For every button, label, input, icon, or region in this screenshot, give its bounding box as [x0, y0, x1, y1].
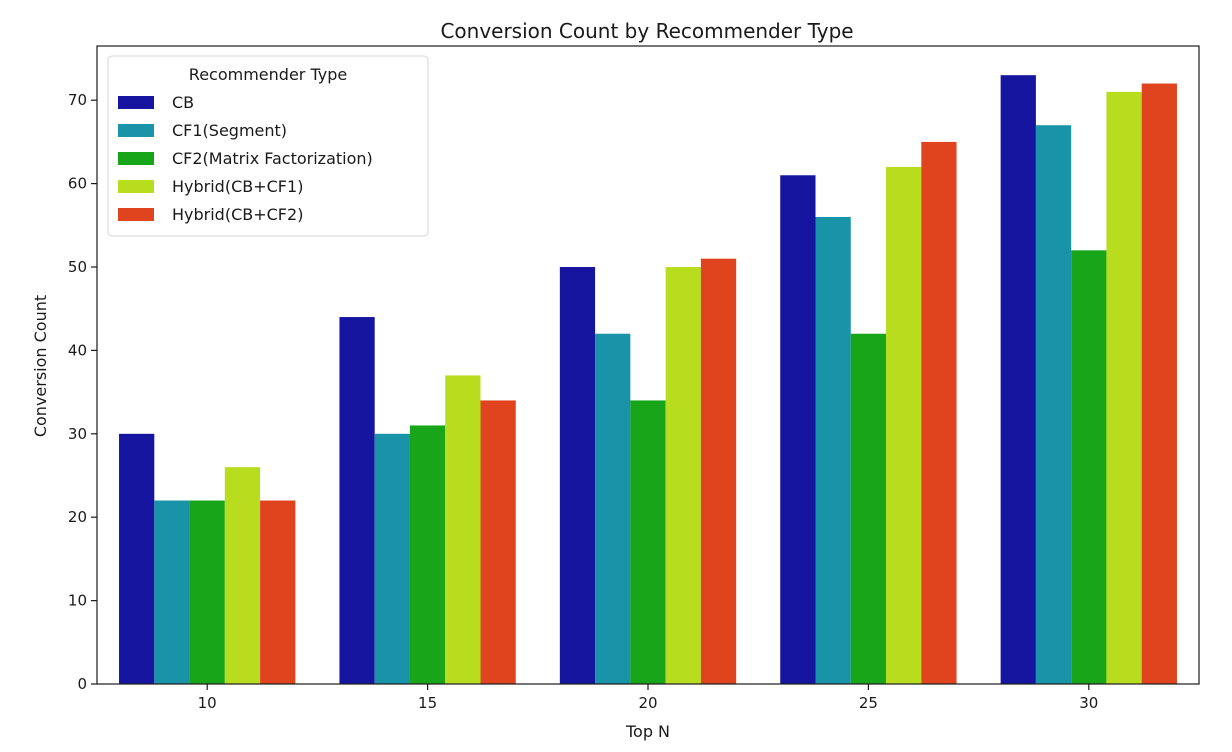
- y-tick-label: 50: [68, 258, 87, 276]
- x-axis: 10 15 20 25 30: [198, 684, 1098, 712]
- bar-cf1-segment--30: [1035, 125, 1072, 685]
- y-tick-label: 30: [68, 425, 87, 443]
- bar-cf2-matrix-factorization--30: [1071, 250, 1107, 684]
- y-tick-label: 0: [77, 675, 87, 693]
- bar-cb-10: [119, 433, 155, 684]
- bar-cf2-matrix-factorization--20: [630, 400, 666, 684]
- legend-entries: CB CF1(Segment) CF2(Matrix Factorization) H…: [118, 93, 373, 224]
- bar-hybrid-cb-cf2--15: [480, 400, 516, 684]
- bar-hybrid-cb-cf1--20: [665, 267, 701, 684]
- bar-hybrid-cb-cf1--10: [224, 467, 261, 684]
- y-tick-label: 20: [68, 508, 87, 526]
- legend-box: [107, 55, 429, 237]
- bar-cb-30: [1000, 75, 1036, 684]
- bar-hybrid-cb-cf1--30: [1106, 91, 1142, 685]
- y-tick-label: 10: [68, 592, 87, 610]
- bars-layer: [119, 75, 1177, 685]
- bar-cf1-segment--20: [595, 333, 631, 684]
- y-tick-label: 60: [68, 175, 87, 193]
- bar-hybrid-cb-cf1--15: [445, 375, 481, 684]
- bar-cf2-matrix-factorization--10: [189, 500, 225, 684]
- legend-label: CF2(Matrix Factorization): [172, 149, 373, 168]
- y-axis-label: Conversion Count: [31, 295, 50, 437]
- x-tick-label: 30: [1079, 694, 1098, 712]
- bar-cb-15: [339, 317, 375, 684]
- bar-cf2-matrix-factorization--15: [409, 425, 446, 684]
- bar-cf1-segment--15: [374, 433, 410, 684]
- x-tick-label: 25: [859, 694, 878, 712]
- x-tick-label: 10: [198, 694, 217, 712]
- legend: Recommender Type CB CF1(Segment) CF2(Matri…: [107, 55, 429, 237]
- x-tick-label: 20: [638, 694, 657, 712]
- legend-label: CB: [172, 93, 194, 112]
- y-tick-label: 40: [68, 341, 87, 359]
- legend-swatch: [118, 180, 154, 193]
- legend-label: Hybrid(CB+CF2): [172, 205, 303, 224]
- legend-label: CF1(Segment): [172, 121, 287, 140]
- legend-swatch: [118, 208, 154, 221]
- y-tick-label: 70: [68, 91, 87, 109]
- y-axis: 0 10 20 30 40 50 60 70: [68, 91, 97, 693]
- x-axis-label: Top N: [625, 722, 670, 741]
- bar-cf1-segment--10: [154, 500, 190, 684]
- bar-hybrid-cb-cf2--25: [921, 141, 957, 684]
- bar-hybrid-cb-cf1--25: [886, 166, 922, 684]
- bar-cf1-segment--25: [815, 216, 851, 684]
- bar-cb-25: [780, 175, 816, 684]
- legend-swatch: [118, 152, 154, 165]
- legend-swatch: [118, 124, 154, 137]
- legend-title: Recommender Type: [189, 65, 347, 84]
- bar-hybrid-cb-cf2--20: [700, 258, 737, 684]
- bar-cb-20: [559, 267, 596, 684]
- legend-swatch: [118, 96, 154, 109]
- chart-title: Conversion Count by Recommender Type: [440, 19, 853, 43]
- x-tick-label: 15: [418, 694, 437, 712]
- bar-hybrid-cb-cf2--10: [260, 500, 296, 684]
- bar-hybrid-cb-cf2--30: [1141, 83, 1177, 684]
- legend-label: Hybrid(CB+CF1): [172, 177, 303, 196]
- bar-cf2-matrix-factorization--25: [850, 333, 887, 684]
